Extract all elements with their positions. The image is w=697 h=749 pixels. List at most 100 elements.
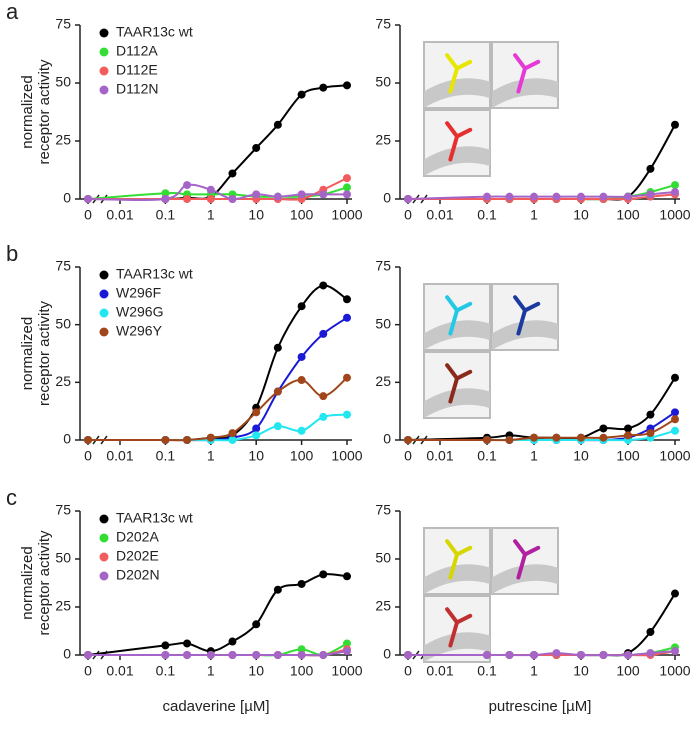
structure-inset	[423, 109, 491, 177]
y-tick-label: 50	[55, 315, 71, 331]
data-point	[297, 352, 306, 361]
x-tick-label: 1	[207, 448, 215, 464]
data-point	[319, 190, 328, 199]
y-tick-label: 0	[383, 190, 391, 206]
y-axis-label: receptor activity	[36, 530, 53, 636]
x-tick-label: 0.01	[106, 207, 133, 223]
data-point	[183, 639, 192, 648]
x-tick-label: 10	[248, 448, 264, 464]
structure-inset	[423, 595, 491, 663]
data-point	[206, 433, 215, 442]
data-point	[252, 431, 261, 440]
legend-marker	[99, 85, 109, 95]
data-point	[624, 192, 632, 201]
x-tick-label: 1	[530, 663, 538, 679]
data-point	[404, 436, 412, 444]
y-axis-label: receptor activity	[36, 59, 53, 165]
data-point	[671, 120, 679, 129]
fit-line	[88, 177, 348, 201]
data-point	[483, 192, 491, 201]
legend-marker	[99, 66, 109, 76]
y-axis-label: normalized	[19, 546, 36, 619]
x-tick-label: 0.01	[106, 448, 133, 464]
helix	[492, 320, 558, 350]
data-point	[161, 195, 170, 203]
data-point	[577, 433, 585, 442]
data-point	[671, 415, 679, 424]
x-tick-label: 1000	[331, 448, 362, 464]
structure-inset	[423, 351, 491, 419]
side-chain	[445, 539, 473, 580]
y-tick-label: 0	[63, 190, 71, 206]
data-point	[671, 589, 679, 598]
data-point	[84, 651, 92, 659]
x-tick-label: 0	[84, 663, 92, 679]
data-point	[273, 120, 282, 129]
data-point	[252, 143, 261, 152]
data-point	[319, 651, 328, 659]
side-chain	[445, 363, 473, 404]
data-point	[671, 181, 679, 190]
legend-marker	[99, 514, 109, 524]
data-point	[273, 422, 282, 431]
fit-line	[408, 193, 676, 201]
fit-line	[88, 376, 348, 442]
y-tick-label: 75	[55, 502, 71, 518]
x-tick-label: 1000	[331, 207, 362, 223]
data-point	[343, 410, 351, 419]
y-tick-label: 75	[55, 258, 71, 274]
data-point	[297, 426, 306, 435]
x-tick-label: 1	[207, 207, 215, 223]
legend-marker	[99, 28, 109, 38]
structure-inset	[423, 527, 491, 595]
data-point	[228, 195, 237, 203]
data-point	[297, 579, 306, 588]
side-chain	[513, 295, 541, 336]
legend-marker	[99, 47, 109, 57]
data-point	[671, 188, 679, 197]
fit-line	[407, 191, 676, 200]
data-point	[577, 651, 585, 659]
legend-marker	[99, 552, 109, 562]
x-tick-label: 0	[84, 207, 92, 223]
data-point	[343, 313, 351, 322]
data-point	[646, 410, 655, 419]
data-point	[530, 651, 538, 659]
legend-label: D112A	[116, 43, 158, 59]
x-tick-label: 100	[616, 448, 640, 464]
x-tick-label: 10	[573, 448, 589, 464]
side-chain	[445, 121, 473, 162]
data-point	[319, 392, 328, 401]
legend-marker	[99, 533, 109, 543]
data-point	[319, 570, 328, 579]
y-tick-label: 25	[375, 373, 391, 389]
side-chain	[445, 53, 473, 94]
data-point	[343, 572, 351, 581]
data-point	[483, 651, 491, 659]
legend-label: W296G	[116, 304, 163, 320]
data-point	[343, 81, 351, 90]
fit-line	[87, 573, 348, 656]
data-point	[343, 373, 351, 382]
data-point	[84, 195, 92, 203]
data-point	[297, 651, 306, 659]
data-point	[343, 295, 351, 304]
data-point	[671, 647, 679, 656]
y-tick-label: 0	[63, 646, 71, 662]
structure-inset	[423, 283, 491, 351]
legend-label: D202A	[116, 529, 159, 545]
legend-label: W296F	[116, 285, 161, 301]
data-point	[671, 426, 679, 435]
data-point	[671, 408, 679, 417]
data-point	[319, 412, 328, 421]
data-point	[599, 651, 608, 659]
x-tick-label: 100	[616, 663, 640, 679]
helix	[424, 78, 490, 108]
y-tick-label: 50	[375, 315, 391, 331]
side-chain	[445, 295, 473, 336]
helix	[424, 146, 490, 176]
x-tick-label: 0.1	[156, 207, 176, 223]
x-tick-label: 100	[290, 448, 314, 464]
legend-marker	[99, 289, 109, 299]
